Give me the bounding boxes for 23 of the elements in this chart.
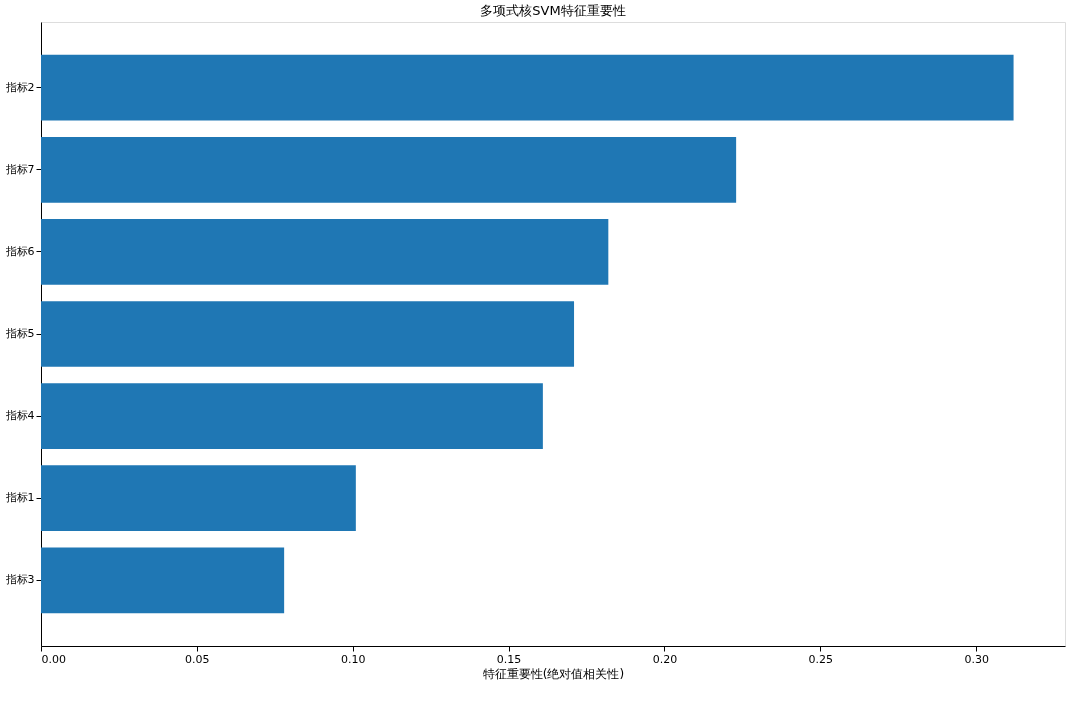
x-tick-label: 0.20 bbox=[652, 652, 678, 666]
bar bbox=[41, 54, 1014, 121]
x-tick-label: 0.10 bbox=[340, 652, 366, 666]
chart-title: 多项式核SVM特征重要性 bbox=[480, 3, 626, 18]
x-tick-label: 0.00 bbox=[41, 652, 66, 666]
x-tick-label: 0.15 bbox=[496, 652, 522, 666]
bar bbox=[41, 136, 737, 203]
y-tick-label: 指标3 bbox=[4, 573, 35, 587]
bar bbox=[41, 219, 609, 285]
x-tick-label: 0.05 bbox=[185, 652, 210, 666]
y-tick-label: 指标4 bbox=[4, 409, 35, 423]
x-axis-title: 特征重要性(绝对值相关性) bbox=[482, 666, 625, 681]
y-tick-label: 指标7 bbox=[4, 162, 35, 176]
y-tick-label: 指标2 bbox=[4, 80, 35, 94]
y-tick-label: 指标6 bbox=[4, 244, 35, 258]
y-tick-label: 指标5 bbox=[4, 327, 35, 340]
bar bbox=[41, 383, 543, 449]
bar bbox=[41, 547, 285, 614]
bar bbox=[41, 465, 356, 532]
x-tick-label: 0.25 bbox=[808, 652, 834, 666]
bar bbox=[41, 301, 575, 367]
y-tick-label: 指标1 bbox=[4, 491, 35, 505]
x-tick-label: 0.30 bbox=[964, 652, 989, 666]
